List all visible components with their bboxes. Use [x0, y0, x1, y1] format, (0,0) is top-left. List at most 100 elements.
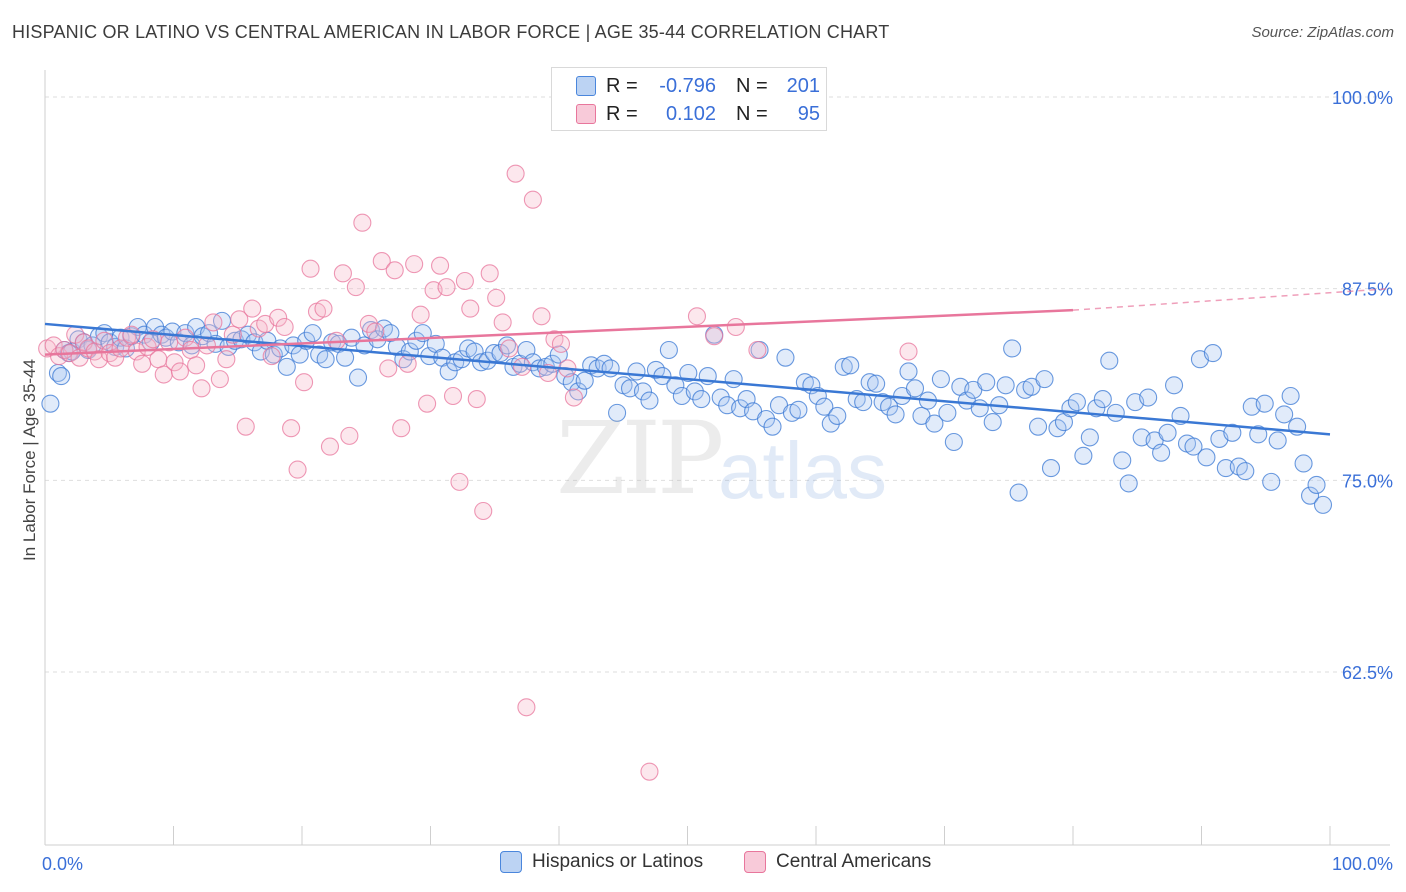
- hispanic-point: [970, 399, 989, 418]
- hispanic-point: [277, 357, 296, 376]
- hispanic-point: [659, 340, 678, 360]
- central-american-point: [372, 252, 391, 271]
- central-american-point: [899, 342, 918, 361]
- x-tick-label: 0.0%: [42, 854, 83, 874]
- hispanic-point: [238, 325, 257, 344]
- hispanic-point: [336, 348, 355, 367]
- hispanic-point: [310, 345, 329, 364]
- central-american-point: [282, 419, 301, 438]
- legend-row-central-americans: R = 0.102 N = 95: [576, 102, 820, 126]
- legend-n-value: 95: [797, 102, 820, 125]
- hispanic-point: [575, 371, 594, 390]
- central-american-point: [320, 437, 340, 456]
- hispanic-point: [1106, 403, 1125, 422]
- hispanic-point: [1281, 386, 1300, 406]
- central-american-point: [89, 350, 109, 369]
- hispanic-point: [1165, 376, 1184, 395]
- central-american-point: [551, 334, 571, 353]
- central-american-point: [165, 353, 184, 372]
- hispanic-point: [1003, 339, 1022, 358]
- central-american-point: [187, 356, 206, 375]
- hispanic-point: [983, 413, 1002, 432]
- hispanic-point: [1216, 459, 1235, 478]
- hispanic-point: [899, 362, 918, 381]
- central-american-point: [418, 394, 437, 413]
- hispanic-point: [996, 376, 1015, 395]
- central-american-point: [405, 255, 424, 274]
- hispanic-point: [562, 373, 581, 392]
- hispanic-point: [925, 414, 944, 433]
- central-american-point: [181, 340, 200, 360]
- central-american-point: [133, 354, 152, 373]
- central-american-point: [217, 350, 236, 369]
- legend-r-label: R =: [606, 102, 638, 125]
- hispanic-point: [601, 359, 620, 378]
- central-american-point: [346, 278, 365, 297]
- hispanic-point: [711, 388, 730, 407]
- central-american-point: [210, 370, 229, 389]
- central-american-point: [295, 373, 314, 392]
- hispanic-point: [1100, 351, 1119, 370]
- hispanic-point: [41, 394, 60, 413]
- central-american-point: [493, 313, 512, 332]
- central-american-point: [204, 313, 223, 332]
- central-american-point: [480, 264, 499, 283]
- legend-r-value: 0.102: [665, 102, 716, 125]
- y-tick-label: 62.5%: [1342, 663, 1393, 683]
- series-legend-label: Central Americans: [776, 851, 932, 872]
- central-american-point: [450, 472, 469, 491]
- hispanic-point: [348, 368, 368, 387]
- hispanic-point: [692, 390, 711, 409]
- central-american-point: [461, 299, 480, 318]
- series-legend-hispanics: Hispanics or Latinos: [500, 851, 703, 873]
- hispanic-point: [1152, 443, 1171, 462]
- hispanic-point: [491, 344, 510, 363]
- central-american-point: [379, 359, 398, 378]
- hispanic-point: [1249, 425, 1268, 444]
- central-american-point: [243, 299, 262, 318]
- hispanic-point: [886, 405, 905, 424]
- hispanic-point: [776, 348, 795, 367]
- central-american-point: [411, 305, 430, 324]
- hispanic-point: [1197, 448, 1216, 467]
- hispanic-point: [407, 331, 426, 350]
- hispanic-point: [316, 350, 335, 369]
- central-american-point: [392, 419, 411, 438]
- hispanic-point: [685, 382, 704, 401]
- hispanic-point: [938, 403, 957, 422]
- hispanic-point: [1035, 370, 1054, 389]
- central-american-point: [467, 390, 486, 409]
- central-american-point: [487, 288, 506, 307]
- correlation-legend: R = -0.796 N = 201 R = 0.102 N = 95: [551, 67, 827, 131]
- legend-row-hispanics: R = -0.796 N = 201: [576, 74, 820, 98]
- watermark-atlas: atlas: [718, 426, 887, 515]
- central-american-point: [545, 330, 564, 349]
- hispanic-trend-line: [44, 322, 1331, 436]
- central-american-point: [443, 386, 463, 406]
- hispanic-point: [633, 382, 653, 401]
- central-american-point: [340, 426, 359, 445]
- hispanic-point: [944, 432, 963, 452]
- hispanic-point: [756, 409, 776, 429]
- central-american-point: [687, 307, 707, 326]
- central-american-point: [359, 314, 378, 333]
- y-tick-label: 87.5%: [1342, 280, 1393, 300]
- central-american-point: [314, 299, 333, 318]
- hispanic-point: [834, 357, 853, 376]
- central-american-point: [275, 317, 294, 337]
- central-american-point: [726, 317, 745, 337]
- hispanic-point: [763, 417, 782, 436]
- hispanic-point: [1268, 431, 1287, 450]
- hispanic-point: [1074, 446, 1093, 465]
- hispanic-point: [867, 374, 886, 393]
- central-american-point: [288, 460, 307, 479]
- central-american-point: [748, 340, 767, 360]
- hispanic-point: [905, 379, 925, 398]
- central-american-point: [513, 357, 532, 376]
- hispanic-point: [1262, 472, 1281, 491]
- legend-r-label: R =: [606, 74, 638, 97]
- hispanic-point: [1009, 483, 1028, 502]
- central-american-point: [640, 762, 659, 781]
- series-swatch-pink: [744, 851, 766, 873]
- hispanic-point: [1184, 437, 1203, 456]
